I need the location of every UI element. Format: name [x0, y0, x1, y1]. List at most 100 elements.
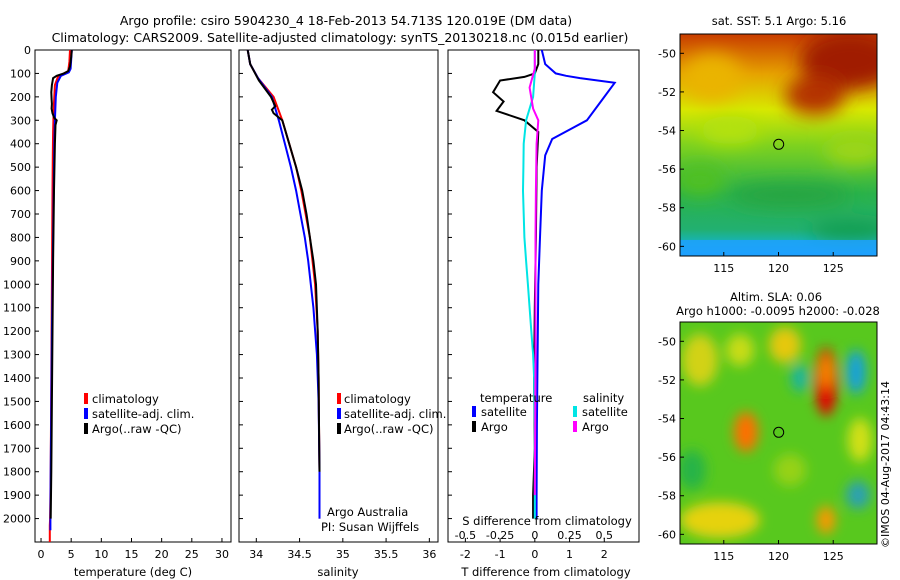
difference-xtick-label: -1: [495, 548, 506, 561]
t-difference-xlabel: T difference from climatology: [460, 565, 631, 579]
sla_map-xtick-label: 115: [713, 550, 734, 563]
sst_map-ytick-label: -56: [658, 163, 676, 176]
depth-tick-label: 0: [24, 44, 31, 57]
sst_map-ytick-label: -50: [658, 47, 676, 60]
imos-credit: ©IMOS 04-Aug-2017 04:43:14: [879, 381, 892, 548]
difference-series-2: [521, 50, 536, 519]
s-difference-label: S difference from climatology: [462, 514, 632, 528]
depth-tick-label: 300: [10, 114, 31, 127]
sst-map-image: [680, 34, 877, 256]
legend-label-sal-satellite: satellite: [582, 405, 628, 419]
legend-label-climatology: climatology: [92, 392, 159, 406]
temperature-xtick-label: 10: [94, 548, 108, 561]
difference-xtick-label: 1: [566, 548, 573, 561]
temperature-series-2: [49, 49, 73, 519]
depth-tick-label: 1200: [3, 325, 31, 338]
legend-swatch-climatology: [84, 393, 88, 404]
depth-tick-label: 1900: [3, 489, 31, 502]
difference-axes-box: [447, 49, 640, 543]
difference-xtick-label: 0: [531, 548, 538, 561]
depth-tick-label: 1700: [3, 442, 31, 455]
legend-swatch-satellite: [84, 408, 88, 419]
sst-map-panel: sat. SST: 5.1 Argo: 5.16 115 120 125 -50 -52…: [658, 14, 878, 275]
difference-xtick-label: 2: [601, 548, 608, 561]
depth-tick-label: 500: [10, 161, 31, 174]
legend-label-satellite: satellite-adj. clim.: [92, 407, 194, 421]
temperature-xtick-label: 30: [215, 548, 229, 561]
temperature-ticks: 0 5 10 15 20 25 300100200300400500600700800900…: [3, 44, 229, 561]
sst_map-xtick-label: 115: [713, 262, 734, 275]
difference-legend: temperature satellite Argo salinity sate…: [472, 391, 628, 434]
sst_map-ytick-label: -60: [658, 240, 676, 253]
legend-swatch-argo: [337, 423, 341, 434]
legend-swatch-temp-satellite: [472, 406, 476, 417]
depth-tick-label: 1100: [3, 302, 31, 315]
salinity-xtick-label: 34.5: [287, 548, 312, 561]
temperature-xtick-label: 15: [124, 548, 138, 561]
depth-tick-label: 700: [10, 208, 31, 221]
legend-label-sal-argo: Argo: [582, 420, 609, 434]
sla_map-ytick-label: -52: [658, 374, 676, 387]
depth-tick-label: 600: [10, 185, 31, 198]
legend-label-argo: Argo(..raw -QC): [344, 422, 434, 436]
difference-ticks: -2 -1 0 1 2 -0.5 -0.25 0 0.25 0.5: [448, 49, 614, 561]
legend-swatch-sal-satellite: [573, 406, 577, 417]
sla_map-ytick-label: -50: [658, 335, 676, 348]
sla_map-xtick-label: 120: [768, 550, 789, 563]
salinity-xlabel: salinity: [317, 565, 358, 579]
sst-map-ticks: 115 120 125 -50 -52 -54 -56 -58 -60: [658, 47, 844, 275]
legend-swatch-climatology: [337, 393, 341, 404]
difference-s-tick-label: 0.5: [596, 529, 614, 542]
temperature-xtick-label: 5: [68, 548, 75, 561]
temperature-xtick-label: 25: [185, 548, 199, 561]
salinity-series-2: [246, 49, 321, 472]
difference-s-tick-label: 0: [531, 529, 538, 542]
sst-argo-position-marker: [773, 138, 785, 150]
sla-map-image: [680, 322, 877, 544]
difference-s-tick-label: -0.25: [486, 529, 514, 542]
header-line-2: Climatology: CARS2009. Satellite-adjuste…: [52, 30, 629, 45]
sla-map-title: Altim. SLA: 0.06: [730, 290, 822, 304]
temperature-legend: climatology satellite-adj. clim. Argo(..…: [84, 392, 194, 436]
difference-panel: -2 -1 0 1 2 -0.5 -0.25 0 0.25 0.5 S difference fr…: [447, 49, 640, 579]
difference-s-tick-label: -0.5: [455, 529, 476, 542]
salinity-axes-box: [238, 49, 439, 543]
difference-s-tick-label: 0.25: [557, 529, 582, 542]
sst_map-ytick-label: -58: [658, 202, 676, 215]
sst_map-ytick-label: -54: [658, 125, 676, 138]
temperature-axes-box: [34, 49, 232, 543]
difference-series-group: [491, 49, 617, 519]
legend-swatch-sal-argo: [573, 421, 577, 432]
header-line-1: Argo profile: csiro 5904230_4 18-Feb-201…: [120, 13, 572, 28]
depth-tick-label: 200: [10, 91, 31, 104]
legend-swatch-satellite: [337, 408, 341, 419]
salinity-xtick-label: 34: [249, 548, 263, 561]
sst_map-xtick-label: 125: [823, 262, 844, 275]
depth-tick-label: 1500: [3, 395, 31, 408]
depth-tick-label: 400: [10, 138, 31, 151]
sst-map-title: sat. SST: 5.1 Argo: 5.16: [712, 14, 847, 28]
temperature-series-group: [48, 49, 73, 542]
legend-label-temp-argo: Argo: [481, 420, 508, 434]
temperature-xtick-label: 20: [155, 548, 169, 561]
legend-label-climatology: climatology: [344, 392, 411, 406]
sla_map-ytick-label: -54: [658, 413, 676, 426]
legend-label-argo: Argo(..raw -QC): [92, 422, 182, 436]
depth-tick-label: 2000: [3, 513, 31, 526]
legend-swatch-argo: [84, 423, 88, 434]
temperature-xtick-label: 0: [38, 548, 45, 561]
legend-title-temperature: temperature: [480, 391, 552, 405]
argo-australia-credit: Argo Australia: [327, 505, 408, 519]
difference-series-0: [535, 49, 617, 519]
sst_map-xtick-label: 120: [768, 262, 789, 275]
salinity-xtick-label: 35: [336, 548, 350, 561]
depth-tick-label: 100: [10, 67, 31, 80]
depth-tick-label: 1600: [3, 419, 31, 432]
sla_map-ytick-label: -56: [658, 451, 676, 464]
salinity-legend: climatology satellite-adj. clim. Argo(..…: [337, 392, 446, 436]
legend-label-satellite: satellite-adj. clim.: [344, 407, 446, 421]
salinity-panel: 34 34.5 35 35.5 36 salinity climatology sate…: [238, 49, 446, 579]
depth-tick-label: 900: [10, 255, 31, 268]
